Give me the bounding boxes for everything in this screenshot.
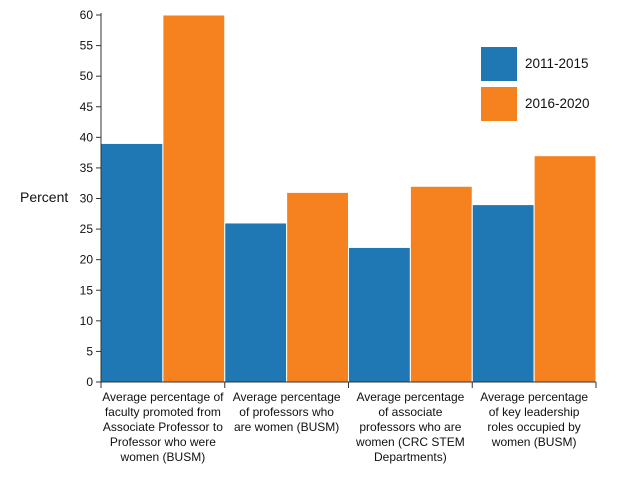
y-tick-label: 50 — [80, 69, 94, 83]
category-label-line: Average percentage of — [102, 390, 224, 404]
y-tick-label: 15 — [80, 283, 94, 297]
y-tick-label: 5 — [86, 344, 93, 358]
bar — [162, 14, 226, 383]
legend-label: 2011-2015 — [525, 56, 589, 71]
y-tick-label: 35 — [80, 161, 94, 175]
category-label: Average percentage of associate professors… — [355, 390, 465, 464]
y-tick-label: 20 — [80, 253, 94, 267]
y-tick-label: 40 — [80, 130, 94, 144]
legend-swatch — [481, 47, 517, 81]
axes — [100, 13, 597, 388]
category-label-line: Departments) — [374, 450, 447, 464]
legend-swatch — [481, 87, 517, 121]
y-tick-label: 25 — [80, 222, 94, 236]
category-label-line: women (BUSM) — [491, 435, 577, 449]
bar — [224, 222, 288, 383]
y-tick-label: 10 — [80, 314, 94, 328]
bars — [100, 14, 597, 383]
category-label-line: women (BUSM) — [120, 450, 206, 464]
y-tick-label: 60 — [80, 8, 94, 22]
bar — [348, 246, 411, 383]
category-label: Average percentage of professors who are w… — [233, 390, 341, 434]
category-label-line: women (CRC STEM — [355, 435, 465, 449]
category-label-line: of key leadership — [489, 405, 580, 419]
bar — [471, 204, 535, 383]
category-label-line: Average percentage — [233, 390, 341, 404]
y-tick-label: 55 — [80, 39, 94, 53]
bar — [533, 155, 597, 383]
category-labels: Average percentage of faculty promoted fr… — [102, 390, 588, 464]
y-axis-label: Percent — [20, 189, 68, 205]
category-label: Average percentage of key leadership roles… — [480, 390, 588, 449]
category-label-line: roles occupied by — [487, 420, 580, 434]
category-label-line: professors who are — [359, 420, 461, 434]
category-label-line: faculty promoted from — [105, 405, 221, 419]
y-tick-label: 30 — [80, 192, 94, 206]
category-label-line: Average percentage — [356, 390, 464, 404]
bar — [286, 191, 349, 383]
bar — [100, 142, 164, 383]
category-label-line: of associate — [378, 405, 442, 419]
y-tick-label: 0 — [86, 375, 93, 389]
legend-label: 2016-2020 — [525, 96, 590, 111]
category-label-line: Professor who were — [110, 435, 216, 449]
legend: 2011-2015 2016-2020 — [481, 47, 590, 121]
category-label-line: Associate Professor to — [103, 420, 223, 434]
bar — [409, 185, 473, 383]
category-label-line: are women (BUSM) — [234, 420, 339, 434]
y-axis-ticks: 0 5 10 15 20 25 30 35 40 45 50 55 60 — [80, 8, 101, 389]
y-tick-label: 45 — [80, 100, 94, 114]
category-label-line: Average percentage — [480, 390, 588, 404]
category-label: Average percentage of faculty promoted fr… — [102, 390, 224, 464]
category-label-line: of professors who — [239, 405, 334, 419]
